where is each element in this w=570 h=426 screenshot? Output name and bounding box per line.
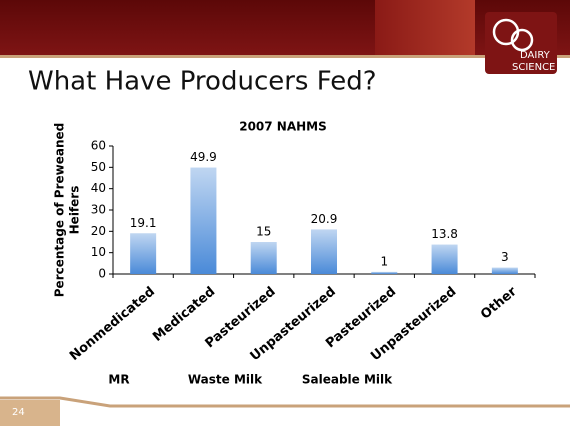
value-label: 1 xyxy=(380,254,388,268)
slide-title: What Have Producers Fed? xyxy=(28,67,377,97)
bar xyxy=(190,167,217,274)
y-axis-label: Heifers xyxy=(68,186,82,235)
logo-text: DAIRY xyxy=(520,50,551,61)
bar xyxy=(491,267,518,274)
value-label: 3 xyxy=(501,250,509,264)
bar xyxy=(311,229,337,274)
group-label: Waste Milk xyxy=(188,373,263,387)
logo-icon xyxy=(510,28,534,52)
value-label: 13.8 xyxy=(431,227,458,241)
y-tick-label: 20 xyxy=(91,224,106,238)
y-tick-label: 30 xyxy=(91,203,106,217)
y-tick-label: 50 xyxy=(91,160,106,174)
value-label: 49.9 xyxy=(190,150,217,164)
bar xyxy=(431,244,458,274)
chart-title: 2007 NAHMS xyxy=(239,120,327,134)
bar xyxy=(371,271,398,274)
header-band xyxy=(0,0,570,55)
value-label: 20.9 xyxy=(311,212,338,226)
group-label: MR xyxy=(108,373,129,387)
slide-number: 24 xyxy=(12,407,25,418)
number-box xyxy=(0,400,60,426)
y-tick-label: 60 xyxy=(91,139,106,153)
bar xyxy=(250,242,277,274)
logo: DAIRY SCIENCE xyxy=(485,12,557,74)
footer-rule xyxy=(0,396,570,408)
value-label: 15 xyxy=(256,225,271,239)
y-tick-label: 10 xyxy=(91,245,106,259)
value-label: 19.1 xyxy=(130,216,157,230)
logo-text: SCIENCE xyxy=(512,62,555,73)
header-accent xyxy=(375,0,475,55)
header-rule xyxy=(0,55,570,58)
group-label: Saleable Milk xyxy=(302,373,393,387)
logo-box xyxy=(485,12,557,74)
y-axis-label: Percentage of Preweaned xyxy=(53,123,67,297)
bar xyxy=(130,233,157,274)
y-tick-label: 0 xyxy=(98,267,106,281)
y-tick-label: 40 xyxy=(91,181,106,195)
